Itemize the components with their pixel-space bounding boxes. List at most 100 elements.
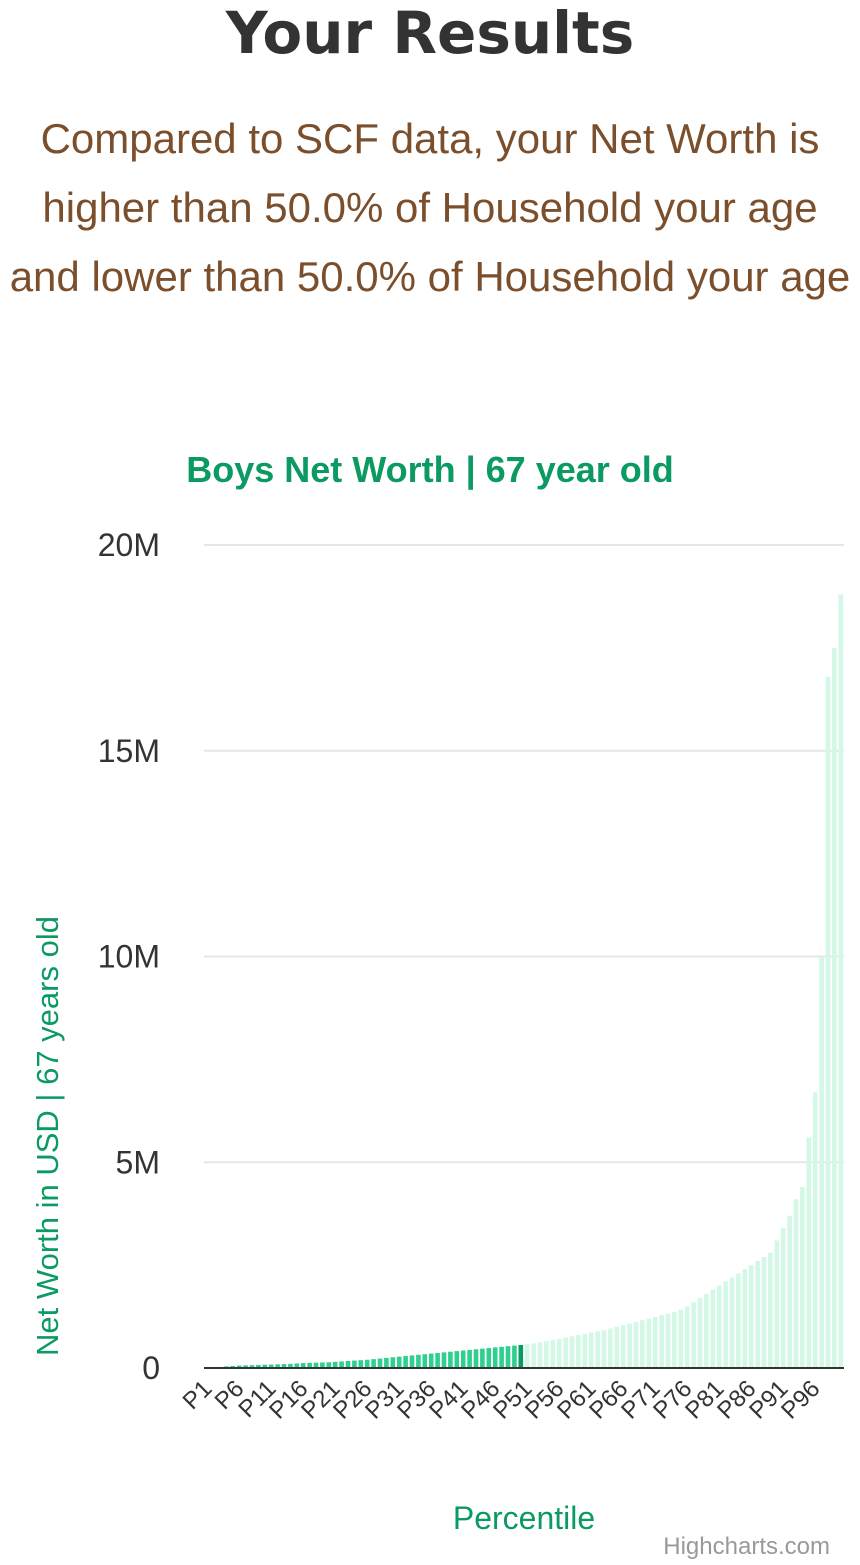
bar-p83[interactable] [729,1277,735,1368]
bar-p76[interactable] [684,1306,690,1368]
bar-p94[interactable] [800,1186,805,1368]
bar-p39[interactable] [448,1351,453,1368]
bar-p31[interactable] [396,1356,402,1368]
bar-p30[interactable] [390,1357,396,1368]
bar-p63[interactable] [601,1330,607,1368]
bar-p98[interactable] [825,676,831,1368]
bar-p68[interactable] [633,1321,639,1368]
bar-p10[interactable] [262,1364,268,1368]
bar-p88[interactable] [761,1256,767,1368]
bar-p12[interactable] [275,1364,280,1368]
bar-p81[interactable] [716,1285,722,1368]
bar-p37[interactable] [435,1352,440,1368]
bar-p74[interactable] [672,1312,677,1368]
bar-p48[interactable] [505,1346,511,1368]
bar-p59[interactable] [576,1335,581,1368]
bar-p17[interactable] [307,1362,312,1368]
bar-p38[interactable] [441,1352,447,1368]
bar-p25[interactable] [358,1360,364,1368]
bar-p56[interactable] [556,1338,562,1368]
bar-p14[interactable] [288,1363,293,1368]
bar-p58[interactable] [569,1336,575,1368]
bar-p36[interactable] [428,1353,434,1368]
bar-p70[interactable] [646,1318,652,1368]
bar-p15[interactable] [294,1363,300,1368]
bar-p26[interactable] [364,1359,370,1368]
bar-p5[interactable] [230,1365,236,1368]
bar-p47[interactable] [499,1346,504,1368]
bar-p69[interactable] [640,1320,645,1368]
bar-p97[interactable] [819,956,824,1369]
bar-p23[interactable] [345,1361,351,1368]
bar-p87[interactable] [755,1261,760,1368]
bar-p75[interactable] [678,1309,684,1368]
bar-p93[interactable] [793,1199,799,1368]
bar-p49[interactable] [512,1345,517,1368]
bar-p33[interactable] [409,1355,415,1368]
bar-p71[interactable] [652,1316,658,1368]
bar-p34[interactable] [416,1354,421,1368]
bar-p72[interactable] [659,1315,664,1368]
bar-p42[interactable] [467,1349,472,1368]
bar-p53[interactable] [537,1342,543,1368]
bar-p89[interactable] [768,1252,773,1368]
y-tick-label: 5M [116,1144,160,1180]
x-axis-tick-labels: P1P6P11P16P21P26P31P36P41P46P51P56P61P66… [178,1375,826,1424]
bar-p57[interactable] [563,1337,568,1368]
bar-p80[interactable] [710,1289,716,1368]
bar-p19[interactable] [320,1362,325,1368]
bar-p6[interactable] [236,1365,242,1368]
bar-p62[interactable] [595,1331,600,1368]
bar-p44[interactable] [480,1348,485,1368]
bar-p43[interactable] [473,1349,479,1368]
bar-p24[interactable] [352,1360,357,1368]
bar-p11[interactable] [268,1364,274,1369]
bar-p67[interactable] [627,1323,632,1368]
bar-p7[interactable] [243,1365,248,1368]
bar-p46[interactable] [492,1347,498,1368]
bar-p86[interactable] [748,1265,754,1369]
bar-p55[interactable] [550,1340,556,1368]
bar-p90[interactable] [774,1240,780,1368]
bar-p52[interactable] [531,1343,536,1368]
bar-p45[interactable] [486,1348,492,1368]
bar-p35[interactable] [422,1354,428,1368]
bar-p85[interactable] [742,1269,748,1368]
bar-p78[interactable] [697,1298,703,1368]
bar-p84[interactable] [736,1273,741,1368]
bar-p61[interactable] [588,1332,594,1368]
bar-p65[interactable] [614,1326,620,1368]
bar-p16[interactable] [300,1363,306,1368]
bar-p29[interactable] [384,1357,389,1368]
bar-p73[interactable] [665,1313,671,1368]
bar-p95[interactable] [806,1137,812,1368]
bar-p50[interactable] [518,1344,524,1368]
bar-p20[interactable] [326,1362,332,1368]
bar-p40[interactable] [454,1351,460,1368]
bar-p32[interactable] [403,1356,408,1368]
bar-p66[interactable] [620,1325,626,1368]
bar-p64[interactable] [608,1328,613,1369]
bar-p54[interactable] [544,1341,549,1368]
bar-p18[interactable] [313,1362,319,1368]
bar-p51[interactable] [524,1344,530,1368]
bar-p91[interactable] [780,1228,786,1368]
bar-p21[interactable] [332,1361,338,1368]
credits-link[interactable]: Highcharts.com [663,1533,830,1560]
bar-p13[interactable] [281,1364,287,1368]
bar-p9[interactable] [256,1364,261,1368]
bar-p77[interactable] [691,1302,696,1368]
bar-p96[interactable] [812,1092,818,1368]
bar-p27[interactable] [371,1359,376,1368]
bar-p79[interactable] [704,1293,709,1368]
bar-p22[interactable] [339,1361,344,1368]
bar-p100[interactable] [838,594,844,1368]
bar-p28[interactable] [377,1358,383,1368]
bar-p92[interactable] [787,1215,792,1368]
bar-p99[interactable] [832,647,837,1369]
bar-p60[interactable] [582,1333,588,1368]
bar-p8[interactable] [249,1365,255,1368]
y-axis-title: Net Worth in USD | 67 years old [30,916,65,1356]
bar-p82[interactable] [723,1281,728,1368]
bar-p41[interactable] [460,1350,466,1368]
